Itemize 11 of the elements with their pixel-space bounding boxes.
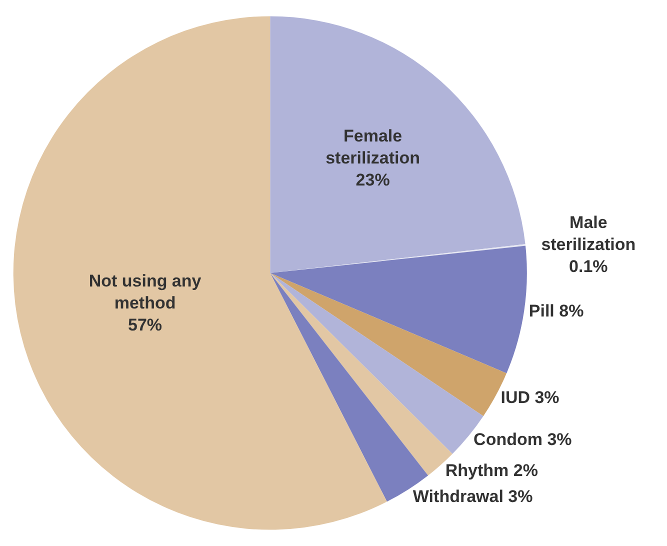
slice-label: Withdrawal 3% — [412, 486, 533, 506]
slice-label: IUD 3% — [500, 388, 560, 407]
data-label: 57% — [128, 316, 162, 335]
slice-label: Pill 8% — [528, 301, 584, 320]
slice-label: Condom 3% — [474, 430, 572, 450]
slice-label: Female sterilization — [326, 126, 420, 168]
slice-label: Male sterilization — [541, 212, 636, 254]
slice-label: Rhythm 2% — [445, 460, 538, 480]
slice-label: Not using any method — [88, 271, 202, 313]
data-label: 23% — [356, 170, 390, 190]
data-label: 0.1% — [569, 257, 608, 276]
